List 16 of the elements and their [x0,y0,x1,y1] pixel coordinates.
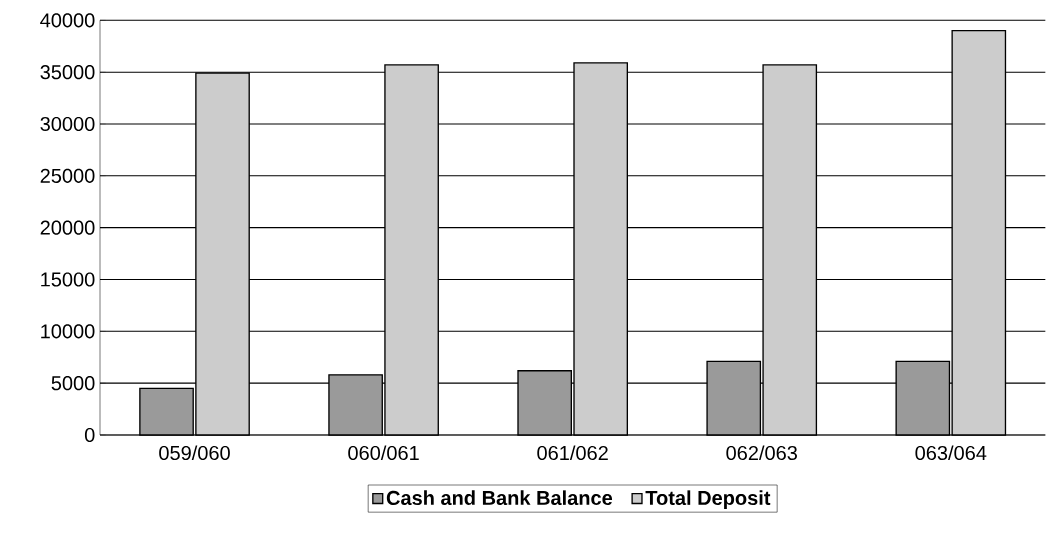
x-tick-label: 059/060 [159,445,230,461]
x-tick-label: 062/063 [726,445,797,461]
y-tick-label: 0 [84,427,95,443]
y-tick-label: 30000 [40,116,95,132]
y-tick-label: 35000 [40,65,95,80]
x-tick-label: 063/064 [915,445,987,461]
legend-label: Cash and Bank Balance [386,490,613,506]
y-tick-label: 5000 [51,376,95,391]
y-tick-label: 15000 [41,272,95,287]
y-tick-label: 10000 [41,324,95,339]
y-tick-label: 20000 [40,220,95,235]
x-tick-label: 061/062 [537,445,608,461]
legend-label: Total Deposit [645,490,771,509]
y-tick-label: 40000 [40,13,95,28]
x-tick-label: 060/061 [348,445,419,461]
y-tick-label: 25000 [40,168,95,183]
